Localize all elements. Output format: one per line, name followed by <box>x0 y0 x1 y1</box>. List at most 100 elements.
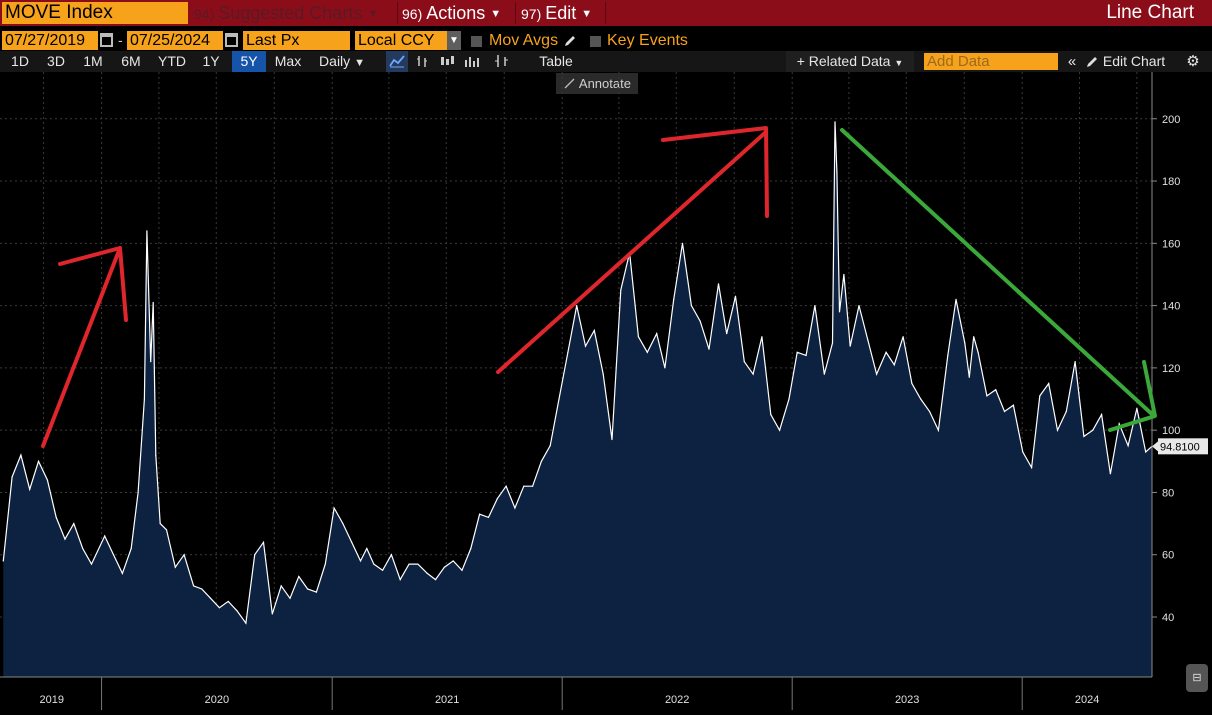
ticker-field[interactable]: MOVE Index <box>2 2 188 24</box>
end-date-field[interactable]: 07/25/2024 <box>127 31 223 50</box>
period-max[interactable]: Max <box>274 53 302 69</box>
data-point <box>968 376 970 378</box>
annotate-button[interactable]: Annotate <box>556 73 638 94</box>
data-point <box>1012 404 1014 406</box>
pencil-icon <box>1087 57 1097 67</box>
calendar-icon[interactable] <box>100 33 113 47</box>
chart-toolbar: 1D 3D 1M 6M YTD 1Y 5Y Max Daily ▼ Table + Relat… <box>0 51 1212 72</box>
start-date-field[interactable]: 07/27/2019 <box>2 31 98 50</box>
period-5y[interactable]: 5Y <box>232 51 266 72</box>
data-point <box>150 361 152 363</box>
edit-menu[interactable]: 97) Edit ▼ <box>521 0 603 26</box>
data-point <box>298 575 300 578</box>
data-point <box>505 485 507 487</box>
data-point <box>656 333 658 335</box>
data-point <box>399 579 401 581</box>
data-point <box>1136 407 1138 409</box>
data-point <box>271 613 273 615</box>
data-point <box>928 410 931 413</box>
period-1y[interactable]: 1Y <box>202 53 220 69</box>
chevron-down-icon: ▼ <box>894 58 904 68</box>
data-point <box>549 445 551 447</box>
data-point <box>831 342 834 344</box>
data-point <box>1109 473 1112 475</box>
table-button[interactable]: Table <box>539 53 573 69</box>
key-events-checkbox[interactable] <box>590 36 601 47</box>
data-point <box>843 273 845 276</box>
collapse-icon[interactable]: « <box>1067 53 1077 70</box>
chevron-down-icon[interactable]: ▼ <box>447 31 461 50</box>
key-events-label[interactable]: Key Events <box>607 32 688 49</box>
divider <box>397 2 398 24</box>
data-point <box>227 600 229 603</box>
gear-icon[interactable]: ⚙ <box>1186 53 1200 70</box>
data-point <box>1003 410 1006 413</box>
data-point <box>382 569 384 571</box>
data-point <box>708 348 710 350</box>
suggested-charts-label: Suggested Charts <box>218 3 363 23</box>
data-point <box>262 541 265 543</box>
data-point <box>373 563 375 565</box>
line-chart-icon[interactable] <box>386 51 408 72</box>
data-point <box>1056 429 1059 431</box>
field-selector[interactable]: Last Px <box>243 31 350 50</box>
pencil-icon[interactable] <box>563 34 577 48</box>
volume-chart-icon[interactable] <box>461 51 483 72</box>
data-point <box>64 538 66 540</box>
period-1m[interactable]: 1M <box>83 53 103 69</box>
frequency-selector[interactable]: Daily ▼ <box>312 51 372 72</box>
data-point <box>664 367 666 369</box>
data-point <box>620 289 622 291</box>
data-point <box>104 535 106 537</box>
chart-type-label: Line Chart <box>1106 2 1194 23</box>
suggested-charts-number: 94) <box>194 6 215 22</box>
frequency-label: Daily <box>319 53 351 69</box>
suggested-charts-menu[interactable]: 94) Suggested Charts ▼ <box>194 0 394 26</box>
bar-chart-icon[interactable] <box>411 51 433 72</box>
y-tick-label-40: 40 <box>1162 612 1174 624</box>
data-point <box>788 398 790 400</box>
related-data-label: + Related Data <box>796 53 891 69</box>
side-panel-tab[interactable]: ⊟ <box>1186 664 1208 692</box>
mov-avgs-checkbox[interactable] <box>471 36 482 47</box>
candle-chart-icon[interactable] <box>436 51 458 72</box>
data-point <box>155 454 157 456</box>
data-point <box>289 597 291 599</box>
data-point <box>174 566 176 568</box>
edit-number: 97) <box>521 6 542 22</box>
data-point <box>885 351 887 353</box>
data-point <box>1039 395 1041 397</box>
chart-plot-area <box>2 121 1153 677</box>
period-3d[interactable]: 3D <box>47 53 65 69</box>
related-data-button[interactable]: + Related Data ▼ <box>786 51 914 72</box>
ohlc-chart-icon[interactable] <box>491 51 513 72</box>
data-point <box>1127 445 1129 447</box>
line-chart[interactable]: 40 60 80 100 120 140 160 180 200 2019 2020 2021 202… <box>0 72 1212 715</box>
data-point <box>1092 429 1094 431</box>
data-point <box>183 554 185 556</box>
calendar-icon[interactable] <box>225 33 238 47</box>
data-point <box>351 541 353 543</box>
period-1d[interactable]: 1D <box>11 53 29 69</box>
mov-avgs-label[interactable]: Mov Avgs <box>489 32 559 49</box>
data-point <box>973 336 975 338</box>
actions-menu[interactable]: 96) Actions ▼ <box>402 0 510 26</box>
hand-drawn-arrows <box>41 126 1157 448</box>
data-point <box>479 513 481 515</box>
data-point <box>726 333 728 335</box>
period-ytd[interactable]: YTD <box>158 53 186 69</box>
data-point <box>977 351 979 353</box>
x-tick-label-2024: 2024 <box>1075 694 1099 706</box>
last-price-pointer <box>1152 441 1158 452</box>
x-tick-label-2020: 2020 <box>205 694 229 706</box>
edit-chart-button[interactable]: Edit Chart <box>1086 51 1178 72</box>
data-point <box>717 283 720 285</box>
data-point <box>699 320 701 322</box>
period-6m[interactable]: 6M <box>121 53 141 69</box>
add-data-input[interactable] <box>924 53 1058 70</box>
data-point <box>236 610 238 612</box>
data-point <box>986 395 988 397</box>
currency-selector[interactable]: Local CCY <box>355 31 447 50</box>
x-tick-label-2023: 2023 <box>895 694 919 706</box>
data-point <box>540 460 542 462</box>
